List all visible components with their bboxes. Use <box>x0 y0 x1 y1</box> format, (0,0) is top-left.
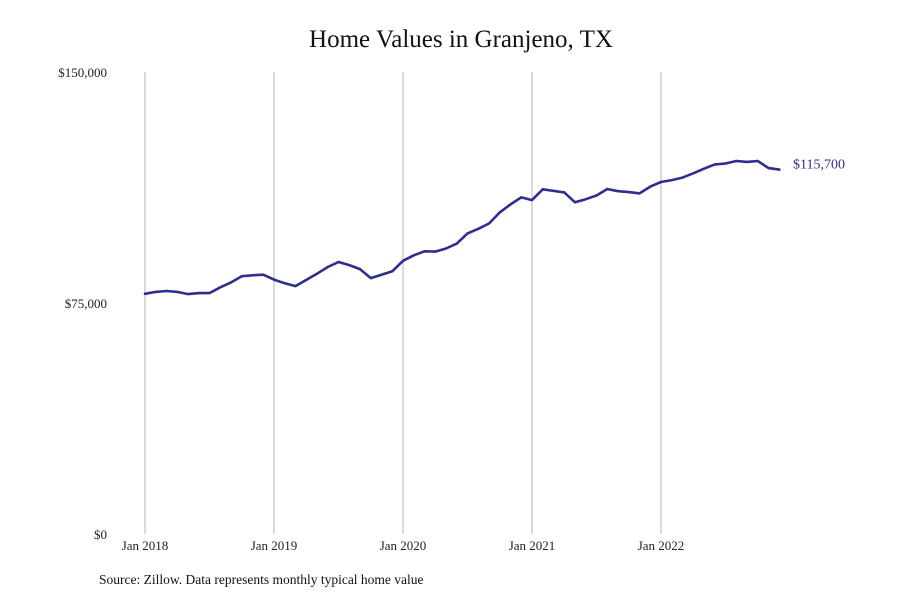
data-point <box>466 232 469 235</box>
data-point <box>423 250 426 253</box>
data-point <box>272 278 276 281</box>
y-tick-label: $0 <box>94 527 107 542</box>
data-point <box>401 259 405 262</box>
data-point <box>477 227 480 230</box>
data-point <box>563 191 566 194</box>
data-point <box>670 178 673 182</box>
y-axis-ticks: $0 $75,000 $150,000 <box>58 65 107 542</box>
end-value-label: $115,700 <box>793 158 845 173</box>
data-point <box>541 188 544 191</box>
data-point <box>154 290 157 294</box>
data-point <box>616 190 620 193</box>
data-point <box>573 201 577 204</box>
data-point <box>509 203 512 206</box>
data-point <box>584 198 587 201</box>
x-tick-label: Jan 2022 <box>638 538 685 553</box>
source-note: Source: Zillow. Data represents monthly … <box>99 572 424 587</box>
series-layer <box>143 159 781 296</box>
data-point <box>767 166 770 170</box>
data-point <box>681 176 684 179</box>
data-point <box>251 274 254 277</box>
data-labels: $115,700 <box>793 158 845 173</box>
data-point <box>627 190 630 194</box>
series-points <box>143 159 781 296</box>
data-point <box>713 163 716 166</box>
data-point <box>197 291 200 295</box>
data-point <box>337 260 340 264</box>
data-point <box>391 270 394 273</box>
data-point <box>208 291 211 295</box>
data-point <box>498 211 501 214</box>
data-point <box>219 286 222 289</box>
data-point <box>552 189 555 193</box>
x-tick-label: Jan 2021 <box>509 538 556 553</box>
x-tick-label: Jan 2019 <box>251 538 298 553</box>
data-point <box>638 192 641 195</box>
data-point <box>756 159 759 163</box>
data-point <box>649 185 652 188</box>
y-tick-label: $75,000 <box>65 296 107 311</box>
data-point <box>229 281 233 284</box>
data-point <box>702 167 706 170</box>
x-tick-label: Jan 2020 <box>380 538 427 553</box>
y-tick-label: $150,000 <box>58 65 107 80</box>
data-point <box>745 160 749 164</box>
data-point <box>380 273 383 276</box>
data-point <box>487 222 491 225</box>
gridlines <box>144 72 662 534</box>
chart-title: Home Values in Granjeno, TX <box>309 26 613 53</box>
data-point <box>520 196 523 199</box>
data-point <box>692 172 695 175</box>
data-point <box>455 242 458 245</box>
data-point <box>240 275 243 278</box>
data-point <box>412 254 415 257</box>
x-axis-ticks: Jan 2018 Jan 2019 Jan 2020 Jan 2021 Jan 2022 <box>122 538 685 553</box>
data-point <box>530 198 534 202</box>
data-point <box>659 180 663 184</box>
x-tick-label: Jan 2018 <box>122 538 169 553</box>
data-point <box>778 168 781 171</box>
data-point <box>186 292 190 296</box>
series-line <box>143 159 781 296</box>
data-point <box>262 273 265 276</box>
data-point <box>294 284 297 288</box>
data-point <box>165 289 168 293</box>
data-point <box>606 187 609 191</box>
data-point <box>315 272 319 275</box>
data-point <box>283 282 286 285</box>
data-point <box>176 290 179 294</box>
data-point <box>724 162 727 165</box>
data-point <box>434 250 437 253</box>
data-point <box>595 194 598 197</box>
data-point <box>369 276 372 280</box>
data-point <box>444 247 448 250</box>
data-point <box>326 265 329 269</box>
data-point <box>143 292 147 295</box>
data-point <box>735 159 738 163</box>
data-point <box>348 263 351 267</box>
data-point <box>358 267 362 271</box>
data-point <box>305 278 308 282</box>
